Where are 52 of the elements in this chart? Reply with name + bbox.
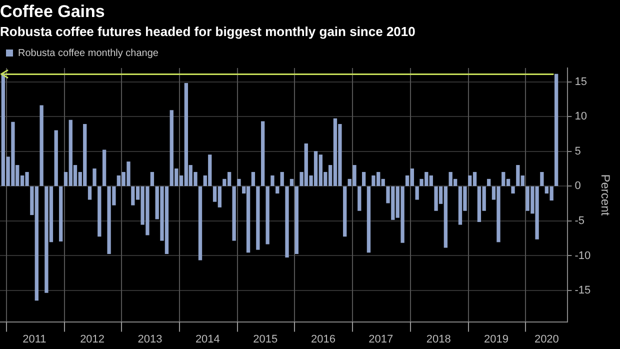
bar — [276, 186, 280, 194]
y-tick-label: -5 — [574, 215, 584, 228]
y-tick-label: 5 — [574, 145, 581, 158]
x-tick-label: 2016 — [310, 333, 336, 346]
bar — [232, 186, 236, 241]
bar — [198, 186, 202, 260]
bar — [415, 186, 419, 200]
bar — [102, 150, 106, 186]
bar — [40, 105, 44, 186]
x-tick-label: 2011 — [22, 333, 46, 346]
y-tick-label: 15 — [574, 76, 587, 88]
x-tick-label: 2012 — [80, 333, 105, 346]
y-tick-label: -10 — [574, 250, 591, 262]
bar — [511, 186, 515, 194]
bar — [256, 186, 260, 250]
bar — [343, 186, 347, 237]
x-tick-label: 2015 — [253, 333, 278, 346]
bar — [59, 186, 63, 242]
bar — [362, 172, 366, 186]
bar — [294, 186, 298, 254]
bar — [150, 172, 154, 186]
bar — [554, 74, 558, 186]
bar — [251, 172, 256, 186]
bar — [290, 178, 294, 186]
y-axis-title: Percent — [598, 174, 612, 216]
x-tick-label: 2020 — [534, 333, 559, 346]
y-tick-label: -15 — [574, 284, 591, 297]
legend-label: Robusta coffee monthly change — [18, 48, 159, 59]
x-tick-label: 2014 — [195, 333, 220, 346]
bar — [246, 186, 250, 253]
bar — [487, 178, 491, 186]
bar — [285, 186, 289, 258]
y-tick-label: 0 — [574, 180, 581, 192]
x-tick-label: 2019 — [484, 333, 509, 346]
bar — [358, 186, 362, 211]
bar — [540, 172, 544, 186]
bar — [280, 172, 284, 186]
bar — [237, 178, 241, 186]
bar — [366, 186, 371, 253]
x-tick-label: 2018 — [426, 333, 451, 346]
bar — [98, 186, 102, 237]
bar — [54, 130, 58, 186]
x-tick-label: 2013 — [138, 333, 162, 346]
chart-title: Coffee Gains — [0, 2, 105, 21]
bar — [92, 168, 96, 186]
y-tick-label: 10 — [574, 110, 587, 123]
bar — [266, 186, 270, 244]
bar — [270, 175, 274, 186]
bar — [261, 121, 265, 186]
chart-subtitle: Robusta coffee futures headed for biggest monthly gain since 2010 — [0, 24, 416, 39]
x-tick-label: 2017 — [368, 333, 394, 346]
bar — [88, 186, 92, 200]
